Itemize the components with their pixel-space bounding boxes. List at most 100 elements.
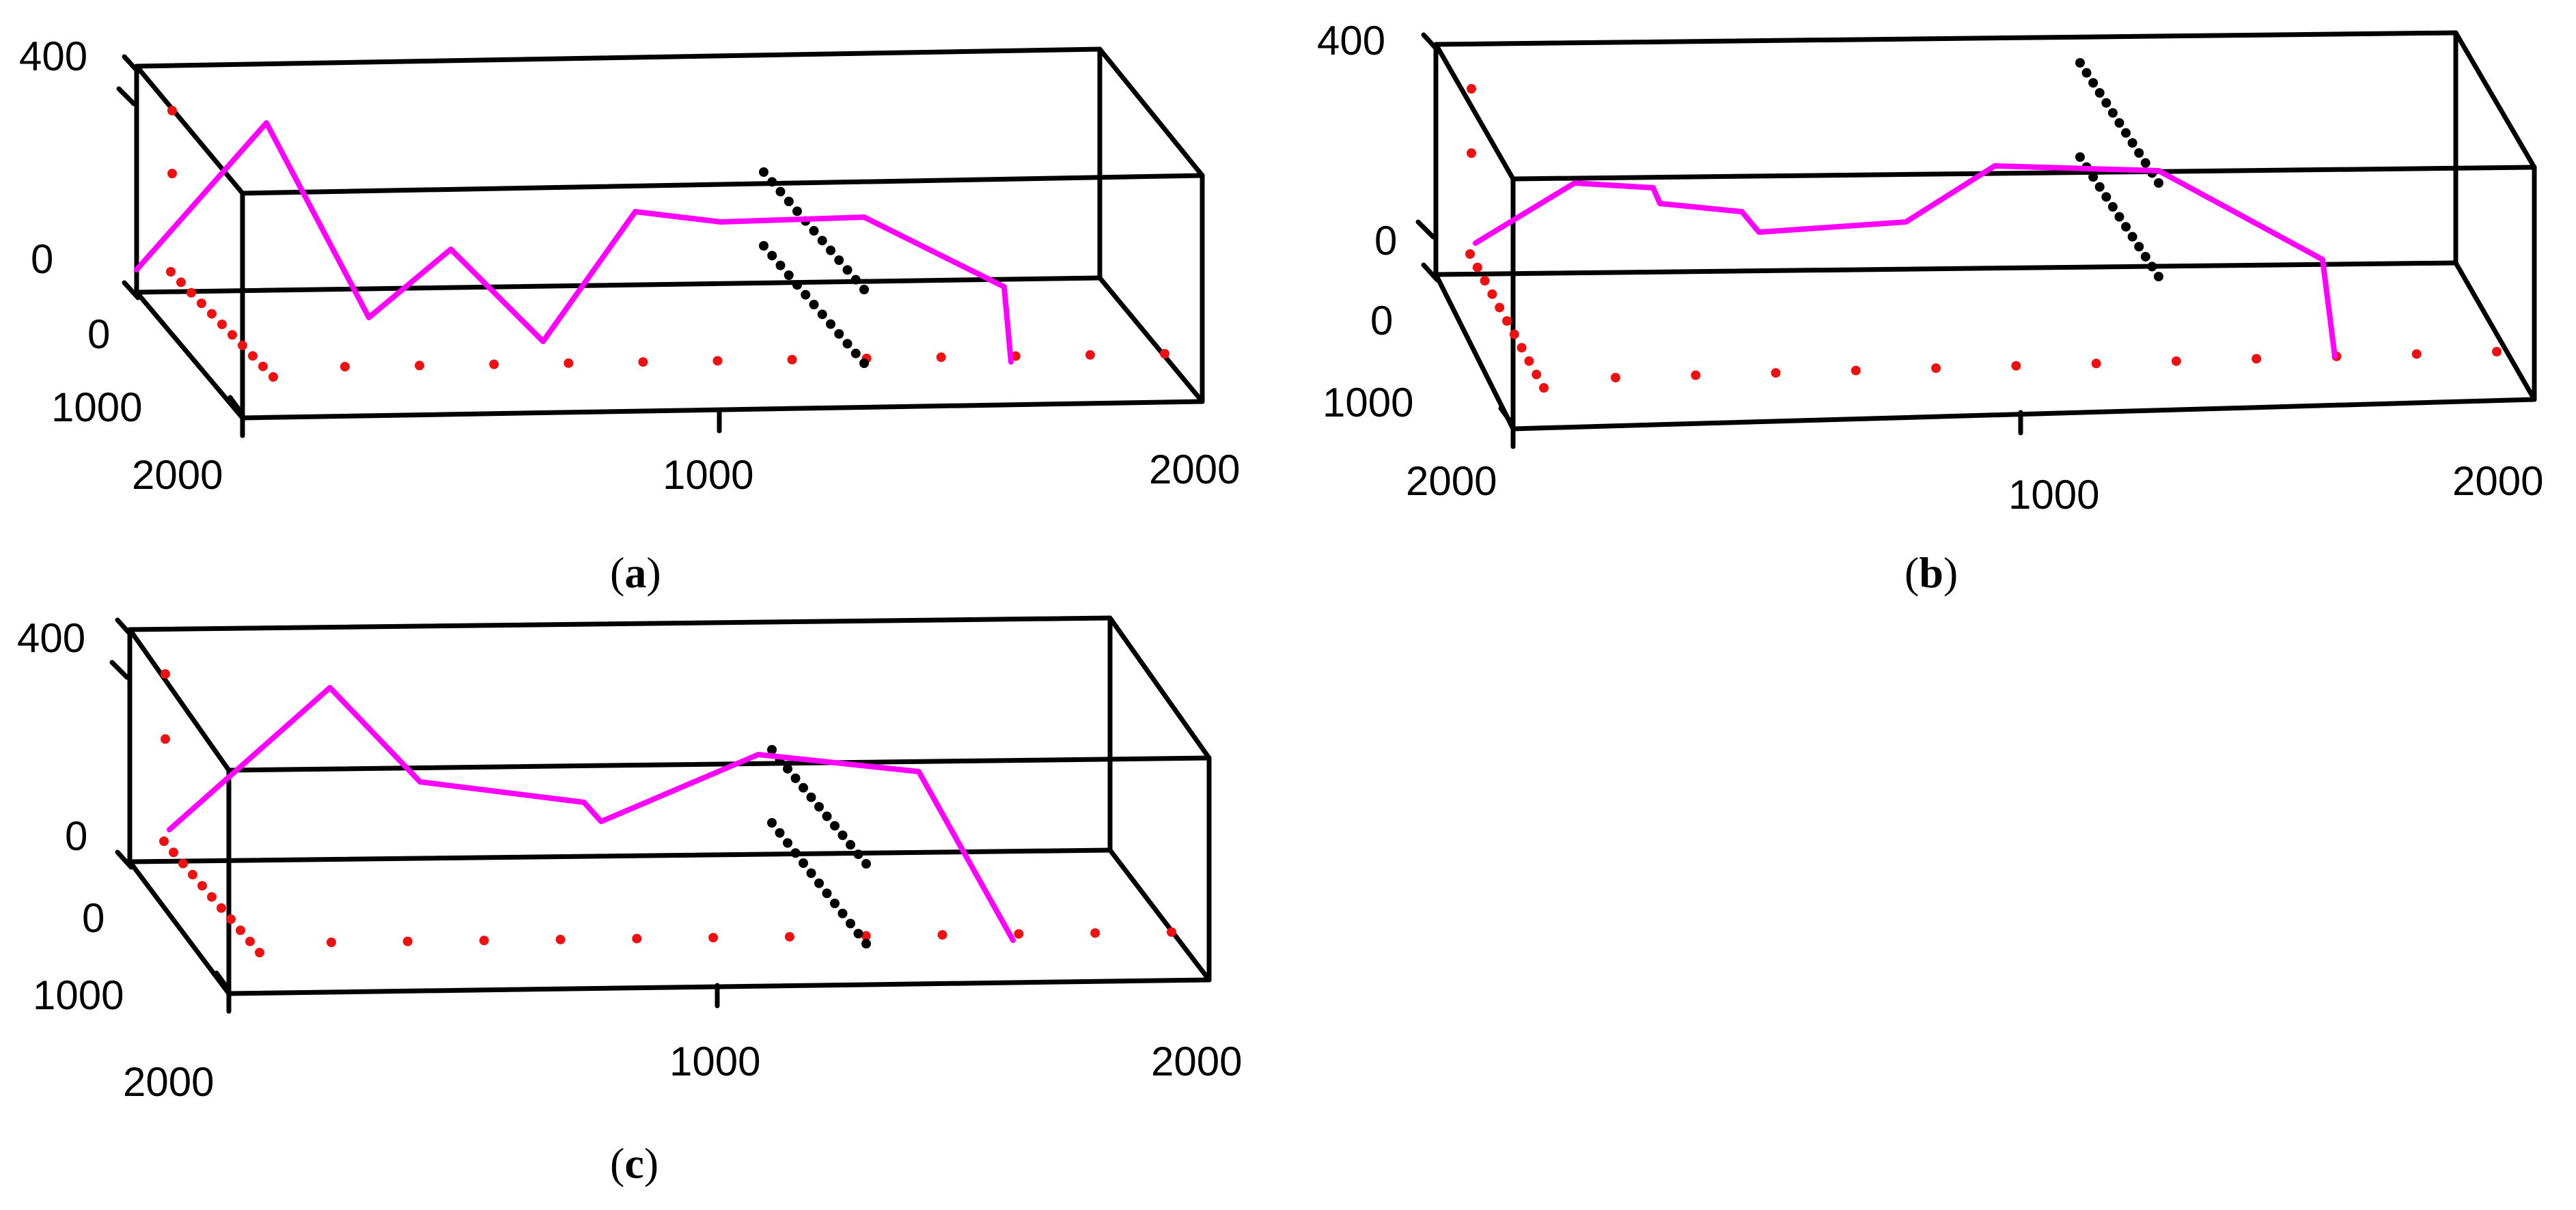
boundary-node <box>207 892 217 902</box>
frame-z-tick <box>1415 219 1436 240</box>
boundary-node <box>178 858 188 869</box>
boundary-node <box>248 351 258 361</box>
obstacle-node <box>801 290 811 300</box>
panel-a-path <box>134 120 1014 365</box>
boundary-node <box>2252 354 2262 364</box>
boundary-node <box>937 930 947 940</box>
obstacle-node <box>2107 108 2118 118</box>
obstacle-node <box>783 763 792 774</box>
boundary-node <box>402 936 413 946</box>
boundary-node <box>2171 356 2181 366</box>
obstacle-node <box>759 167 768 177</box>
frame-back-bottom-edge <box>134 275 1103 295</box>
obstacle-node <box>2088 78 2099 88</box>
obstacle-node <box>859 285 869 294</box>
panel-c-frame <box>109 615 1212 1014</box>
path-line <box>1473 163 2338 359</box>
frame-back-bottom-edge <box>1433 260 2459 277</box>
obstacle-node <box>830 821 840 831</box>
boundary-node <box>159 836 169 846</box>
frame-z-tick <box>1421 32 1440 53</box>
panel-a: 400 0 0 1000 2000 1000 2000 (a) <box>19 33 1240 597</box>
obstacle-node <box>842 339 853 349</box>
obstacle-node <box>783 838 792 848</box>
obstacle-node <box>809 300 819 309</box>
boundary-node <box>1465 249 1475 259</box>
boundary-node <box>1495 302 1505 313</box>
panel-c-z-tick-400: 400 <box>17 615 85 661</box>
panel-a-y-tick-1000: 1000 <box>51 384 142 430</box>
boundary-node <box>2011 361 2021 371</box>
frame-y-tick <box>1498 406 1514 426</box>
boundary-node <box>217 903 226 913</box>
obstacle-node <box>2127 231 2137 242</box>
panel-c-y-tick-1000: 1000 <box>33 972 124 1018</box>
boundary-node <box>186 287 196 298</box>
frame-y-tick <box>115 849 134 870</box>
boundary-node <box>2091 358 2101 369</box>
obstacle-node <box>2127 138 2137 148</box>
boundary-node <box>489 359 499 369</box>
panel-c-z-tick-0: 0 <box>65 813 87 859</box>
obstacle-node <box>2134 242 2144 252</box>
frame-front-bottom-edge <box>1510 397 2537 432</box>
obstacle-node <box>853 929 863 939</box>
obstacle-node <box>2081 68 2092 78</box>
obstacle-node <box>790 848 801 858</box>
panel-a-caption: (a) <box>610 548 661 597</box>
obstacle-node <box>846 840 855 850</box>
panel-b-caption: (b) <box>1905 548 1958 597</box>
obstacle-node <box>806 792 816 802</box>
obstacle-node <box>846 918 855 929</box>
boundary-node <box>1539 383 1549 393</box>
panel-c-x-tick-1000: 1000 <box>669 1039 760 1084</box>
boundary-node <box>1771 368 1781 378</box>
path-line <box>134 120 1014 365</box>
panel-c: 400 0 0 1000 2000 1000 2000 (c) <box>17 615 1242 1187</box>
panel-b-boundary-nodes <box>1465 84 2502 393</box>
panel-a-boundary-nodes <box>166 106 1169 382</box>
obstacle-node <box>837 908 848 918</box>
frame-z-tick <box>115 617 134 638</box>
boundary-node <box>1851 365 1861 376</box>
boundary-node <box>1090 928 1100 938</box>
panel-b-z-tick-0: 0 <box>1374 218 1397 264</box>
boundary-node <box>1160 349 1169 358</box>
obstacle-node <box>822 888 832 899</box>
boundary-node <box>1487 289 1497 299</box>
obstacle-node <box>850 275 861 285</box>
obstacle-node <box>817 309 827 320</box>
obstacle-node <box>2114 212 2124 222</box>
obstacle-node <box>2075 58 2085 68</box>
boundary-node <box>167 169 177 179</box>
panel-a-x-tick-2000-left: 2000 <box>132 452 223 498</box>
boundary-node <box>1480 276 1490 286</box>
obstacle-node <box>792 280 802 290</box>
obstacle-node <box>822 811 832 821</box>
boundary-node <box>238 340 247 350</box>
frame-back-bottom-edge <box>127 847 1113 864</box>
boundary-node <box>787 354 797 365</box>
boundary-node <box>1472 262 1482 272</box>
boundary-node <box>197 298 206 309</box>
frame-depth-bottom-right-edge <box>2453 260 2537 402</box>
boundary-node <box>632 933 642 944</box>
boundary-node <box>1467 84 1476 94</box>
boundary-node <box>861 931 871 941</box>
panel-a-obstacle-nodes <box>759 167 869 368</box>
panel-a-x-tick-2000-right: 2000 <box>1149 447 1240 492</box>
boundary-node <box>1516 343 1527 353</box>
boundary-node <box>708 933 719 943</box>
boundary-node <box>169 847 178 858</box>
boundary-node <box>1532 369 1542 380</box>
boundary-node <box>217 320 227 329</box>
obstacle-node <box>842 265 853 275</box>
panel-a-x-tick-1000: 1000 <box>663 452 753 498</box>
frame-z-tick <box>116 86 137 107</box>
boundary-node <box>207 309 217 319</box>
panel-a-y-tick-0: 0 <box>87 311 110 357</box>
frame-depth-top-left-edge <box>127 627 232 773</box>
boundary-node <box>161 669 170 679</box>
boundary-node <box>1167 927 1176 937</box>
obstacle-node <box>817 236 827 246</box>
